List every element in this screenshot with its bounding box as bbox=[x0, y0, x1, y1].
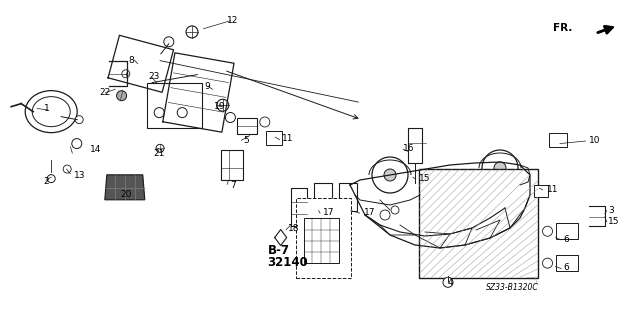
Text: 17: 17 bbox=[323, 208, 335, 217]
Bar bbox=[296, 197, 351, 278]
Bar bbox=[534, 185, 548, 197]
Circle shape bbox=[225, 113, 236, 122]
Text: 23: 23 bbox=[148, 72, 160, 81]
Text: 8: 8 bbox=[128, 56, 134, 65]
Circle shape bbox=[543, 226, 552, 236]
Text: 4: 4 bbox=[448, 278, 454, 287]
Bar bbox=[291, 189, 307, 226]
Text: 20: 20 bbox=[120, 190, 132, 199]
Circle shape bbox=[494, 162, 506, 174]
Bar bbox=[339, 182, 357, 211]
Ellipse shape bbox=[32, 97, 70, 127]
Bar bbox=[147, 83, 202, 128]
Text: 22: 22 bbox=[99, 88, 111, 97]
Text: 14: 14 bbox=[90, 145, 101, 154]
Circle shape bbox=[482, 150, 518, 186]
Text: 6: 6 bbox=[563, 263, 569, 272]
Circle shape bbox=[372, 157, 408, 193]
Text: FR.: FR. bbox=[554, 23, 573, 33]
Text: 12: 12 bbox=[227, 16, 239, 25]
Circle shape bbox=[177, 108, 188, 118]
Text: 13: 13 bbox=[74, 171, 85, 180]
Text: 19: 19 bbox=[214, 102, 226, 111]
Circle shape bbox=[260, 117, 270, 127]
Text: 11: 11 bbox=[547, 185, 559, 194]
Bar bbox=[549, 133, 567, 147]
Text: 16: 16 bbox=[403, 144, 415, 153]
Circle shape bbox=[63, 165, 71, 173]
Bar bbox=[419, 169, 538, 278]
Bar bbox=[237, 118, 257, 134]
Circle shape bbox=[391, 206, 399, 214]
Text: 17: 17 bbox=[364, 208, 375, 217]
Bar bbox=[221, 150, 243, 180]
Polygon shape bbox=[105, 175, 145, 200]
Text: 7: 7 bbox=[230, 181, 236, 189]
Text: B-7: B-7 bbox=[268, 244, 289, 257]
Circle shape bbox=[384, 169, 396, 181]
Text: 15: 15 bbox=[608, 217, 620, 226]
Text: 18: 18 bbox=[288, 224, 300, 233]
Text: 5: 5 bbox=[243, 136, 249, 145]
Text: 11: 11 bbox=[282, 134, 293, 143]
Bar bbox=[304, 218, 339, 263]
Bar bbox=[314, 182, 332, 211]
Bar bbox=[556, 255, 577, 271]
Circle shape bbox=[116, 91, 127, 101]
Bar bbox=[266, 131, 282, 145]
Text: 21: 21 bbox=[154, 149, 165, 158]
Circle shape bbox=[47, 174, 55, 183]
Text: SZ33-B1320C: SZ33-B1320C bbox=[486, 283, 538, 292]
Ellipse shape bbox=[25, 91, 77, 133]
Bar bbox=[556, 223, 577, 239]
Circle shape bbox=[122, 70, 130, 78]
Circle shape bbox=[156, 144, 164, 152]
Circle shape bbox=[164, 37, 174, 47]
Text: 3: 3 bbox=[608, 206, 614, 215]
Circle shape bbox=[380, 210, 390, 220]
Circle shape bbox=[154, 108, 164, 118]
Circle shape bbox=[76, 116, 83, 124]
Circle shape bbox=[72, 138, 82, 149]
Text: 6: 6 bbox=[563, 235, 569, 244]
Text: 1: 1 bbox=[44, 104, 49, 113]
Circle shape bbox=[543, 258, 552, 268]
Text: 10: 10 bbox=[589, 136, 600, 145]
Circle shape bbox=[217, 99, 228, 111]
Text: 9: 9 bbox=[205, 82, 211, 91]
Text: 15: 15 bbox=[419, 174, 431, 183]
Text: 2: 2 bbox=[44, 177, 49, 186]
Circle shape bbox=[443, 277, 453, 287]
Text: 32140: 32140 bbox=[268, 256, 308, 269]
Circle shape bbox=[186, 26, 198, 38]
